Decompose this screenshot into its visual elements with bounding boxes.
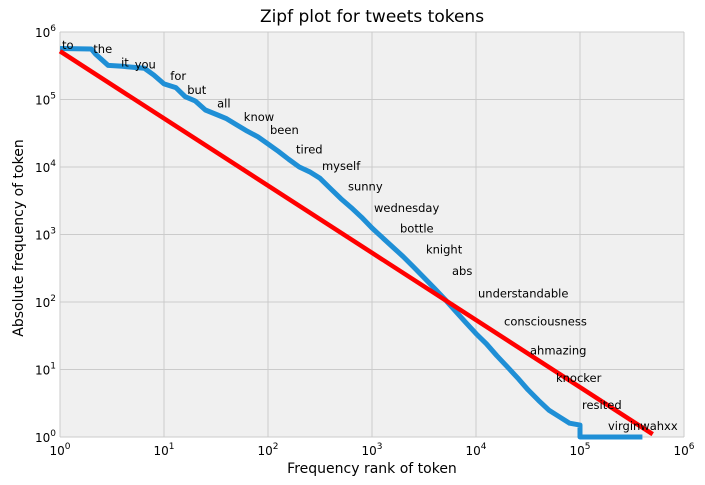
annotation-label: the — [93, 42, 112, 56]
y-tick-label: 100 — [35, 429, 56, 445]
annotation-label: to — [62, 38, 74, 52]
annotation-label: sunny — [348, 180, 383, 194]
annotation-label: but — [187, 83, 207, 97]
x-tick-label: 103 — [361, 442, 382, 458]
annotation-label: bottle — [400, 221, 434, 235]
x-axis-ticks: 100 101 102 103 104 105 106 — [49, 442, 694, 458]
y-tick-label: 101 — [35, 362, 56, 378]
annotation-label: consciousness — [504, 315, 587, 329]
annotation-label: it — [121, 56, 129, 70]
zipf-reference-line — [58, 49, 654, 437]
annotation-label: knocker — [556, 371, 602, 385]
annotation-label: know — [244, 110, 274, 124]
annotation-label: understandable — [478, 286, 568, 300]
x-axis-label: Frequency rank of token — [287, 461, 457, 477]
chart-title: Zipf plot for tweets tokens — [260, 7, 484, 27]
x-tick-label: 104 — [465, 442, 486, 458]
annotation-label: been — [270, 123, 299, 137]
annotation-label: abs — [452, 264, 472, 278]
x-tick-label: 106 — [673, 442, 694, 458]
token-frequency-line — [59, 46, 643, 440]
annotation-label: tired — [296, 142, 323, 156]
x-tick-label: 102 — [257, 442, 278, 458]
annotation-label: wednesday — [374, 201, 439, 215]
annotation-label: virginwahxx — [608, 419, 678, 433]
series-layer — [58, 46, 654, 440]
x-tick-label: 101 — [153, 442, 174, 458]
y-tick-label: 105 — [35, 92, 56, 108]
annotation-label: myself — [322, 159, 361, 173]
y-axis-label: Absolute frequency of token — [11, 139, 27, 336]
annotation-label: ahmazing — [530, 343, 586, 357]
annotation-label: resited — [582, 398, 622, 412]
annotation-label: you — [135, 57, 156, 71]
y-tick-label: 103 — [35, 227, 56, 243]
y-tick-label: 104 — [35, 159, 56, 175]
x-tick-label: 100 — [49, 442, 70, 458]
annotation-label: for — [170, 69, 186, 83]
y-tick-label: 106 — [35, 24, 56, 40]
x-tick-label: 105 — [569, 442, 590, 458]
y-tick-label: 102 — [35, 294, 56, 310]
y-axis-ticks: 100 101 102 103 104 105 106 — [35, 24, 56, 445]
annotation-label: all — [217, 96, 230, 110]
annotation-label: knight — [426, 242, 463, 256]
